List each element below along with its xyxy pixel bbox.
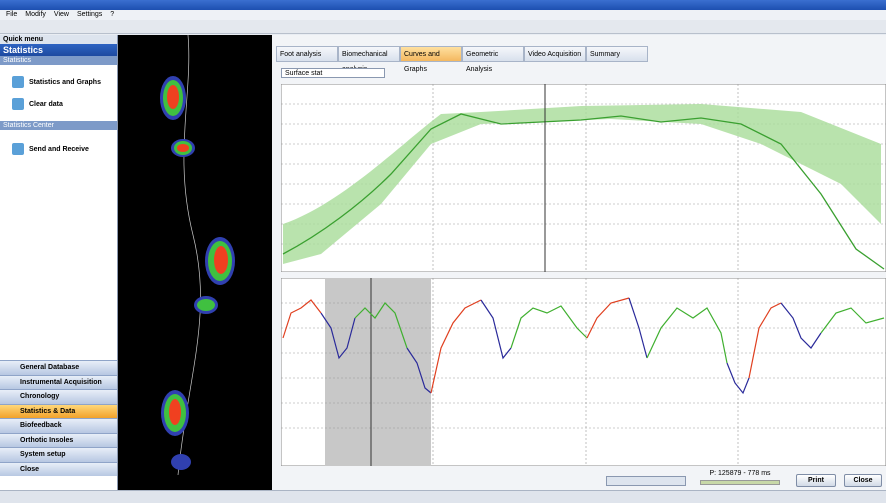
playback-info: P: 125879 - 778 ms xyxy=(709,470,771,477)
pressure-blobs xyxy=(160,76,235,470)
print-button[interactable]: Print xyxy=(796,474,836,487)
tab[interactable]: Geometric Analysis xyxy=(462,46,524,73)
nav-button[interactable]: Close xyxy=(0,461,117,476)
nav-button[interactable]: System setup xyxy=(0,447,117,462)
footprint-view xyxy=(118,35,272,490)
grid xyxy=(281,278,886,466)
top-graph xyxy=(281,84,886,272)
menu-item[interactable]: Settings xyxy=(76,11,103,18)
signal xyxy=(282,297,885,395)
title-bar xyxy=(0,0,886,10)
menu-item[interactable]: ? xyxy=(110,11,115,18)
close-button[interactable]: Close xyxy=(844,474,882,487)
nav-button[interactable]: Chronology xyxy=(0,389,117,404)
nav-button[interactable]: General Database xyxy=(0,360,117,375)
curve xyxy=(282,113,885,270)
selection xyxy=(325,278,431,466)
quick-menu: Quick menu Statistics Statistics Statist… xyxy=(0,35,118,490)
nav-button[interactable]: Orthotic Insoles xyxy=(0,432,117,447)
menu-entry[interactable]: Send and Receive xyxy=(0,138,117,160)
label: Statistics and Graphs xyxy=(29,78,101,86)
nav-list: General Database Instrumental Acquisitio… xyxy=(0,360,117,476)
panel-title: Statistics xyxy=(0,44,117,56)
panel-header: Quick menu xyxy=(0,35,117,44)
progress-bar xyxy=(700,480,780,485)
section-header: Statistics Center xyxy=(0,121,117,130)
menu-entry[interactable]: Clear data xyxy=(0,93,117,115)
menu-item[interactable]: Modify xyxy=(25,11,46,18)
section-header: Statistics xyxy=(0,56,117,65)
icon xyxy=(12,76,24,88)
menu-item[interactable]: View xyxy=(53,11,69,18)
dropdown[interactable]: Surface stat xyxy=(281,68,385,78)
menu-item[interactable]: File xyxy=(6,11,18,18)
icon xyxy=(12,98,24,110)
tab[interactable]: Video Acquisition xyxy=(524,46,586,62)
nav-button[interactable]: Statistics & Data xyxy=(0,403,117,418)
nav-button[interactable]: Biofeedback xyxy=(0,418,117,433)
nav-button[interactable]: Instrumental Acquisition xyxy=(0,374,117,389)
menu-entry[interactable]: Statistics and Graphs xyxy=(0,71,117,93)
icon xyxy=(12,143,24,155)
playback-controls[interactable] xyxy=(606,476,686,486)
trajectory xyxy=(177,35,201,476)
label: Send and Receive xyxy=(29,145,89,153)
label: Clear data xyxy=(29,100,63,108)
status-bar xyxy=(0,490,886,503)
tab[interactable]: Foot analysis xyxy=(276,46,338,62)
tab[interactable]: Curves and Graphs xyxy=(400,46,462,73)
tab[interactable]: Biomechanical analysis xyxy=(338,46,400,73)
tab-bar: Foot analysis Biomechanical analysis Cur… xyxy=(276,46,648,73)
toolbar xyxy=(0,20,886,34)
menu-bar: File Modify View Settings ? xyxy=(0,10,886,20)
tab[interactable]: Summary xyxy=(586,46,648,62)
bottom-graph xyxy=(281,278,886,466)
